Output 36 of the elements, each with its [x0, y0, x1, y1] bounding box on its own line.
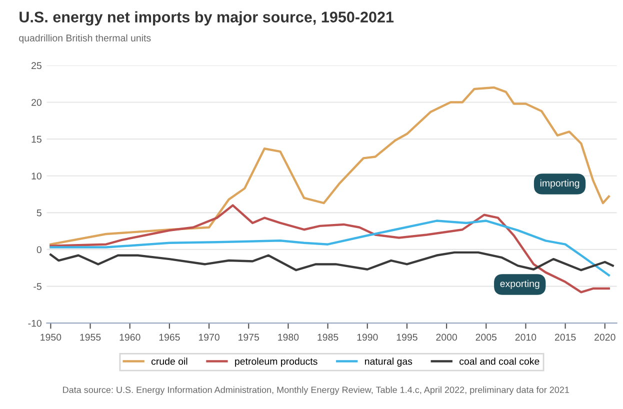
y-tick-label: 25 [32, 62, 42, 70]
legend-label: petroleum products [235, 358, 318, 367]
annotation: exporting [500, 280, 540, 289]
x-tick-label: 1975 [238, 334, 260, 341]
x-tick-label: 2020 [594, 334, 616, 341]
y-tick-label: 0 [36, 246, 42, 254]
x-tick-label: 1960 [120, 334, 140, 341]
line-series [50, 86, 610, 246]
x-tick-label: 1970 [198, 334, 220, 341]
x-tick-label: 1950 [40, 334, 62, 341]
line-series [50, 220, 610, 276]
y-tick-label: -10 [28, 320, 42, 327]
line-series [50, 251, 614, 272]
chart-title: U.S. energy net imports by major source, 1950-2021 [20, 11, 394, 26]
x-tick-label: 1955 [80, 334, 101, 341]
legend-label: crude oil [151, 358, 188, 365]
x-tick-label: 2005 [476, 334, 497, 341]
y-tick-label: 20 [32, 98, 42, 106]
source-note: Data source: U.S. Energy Information Administration, Monthly Energy Review, Table 1.4.c, April 2022, preliminary data for 2021 [63, 386, 570, 395]
x-tick-label: 1990 [357, 334, 378, 341]
x-tick-label: 2010 [515, 334, 536, 341]
x-tick-label: 2000 [436, 334, 457, 341]
x-tick-label: 1980 [278, 334, 299, 341]
legend-label: coal and coal coke [460, 358, 540, 365]
y-tick-label: 15 [32, 136, 42, 143]
y-tick-label: -5 [34, 283, 42, 290]
chart-subtitle: quadrillion British thermal units [19, 34, 151, 44]
x-tick-label: 1965 [159, 334, 180, 341]
legend-label: natural gas [365, 358, 412, 367]
annotation: importing [540, 179, 580, 188]
line-series [50, 204, 610, 294]
x-tick-label: 2015 [554, 334, 576, 341]
y-tick-label: 5 [36, 210, 42, 216]
y-tick-label: 10 [32, 172, 42, 180]
x-tick-label: 1985 [318, 334, 338, 341]
x-tick-label: 1995 [396, 334, 418, 341]
